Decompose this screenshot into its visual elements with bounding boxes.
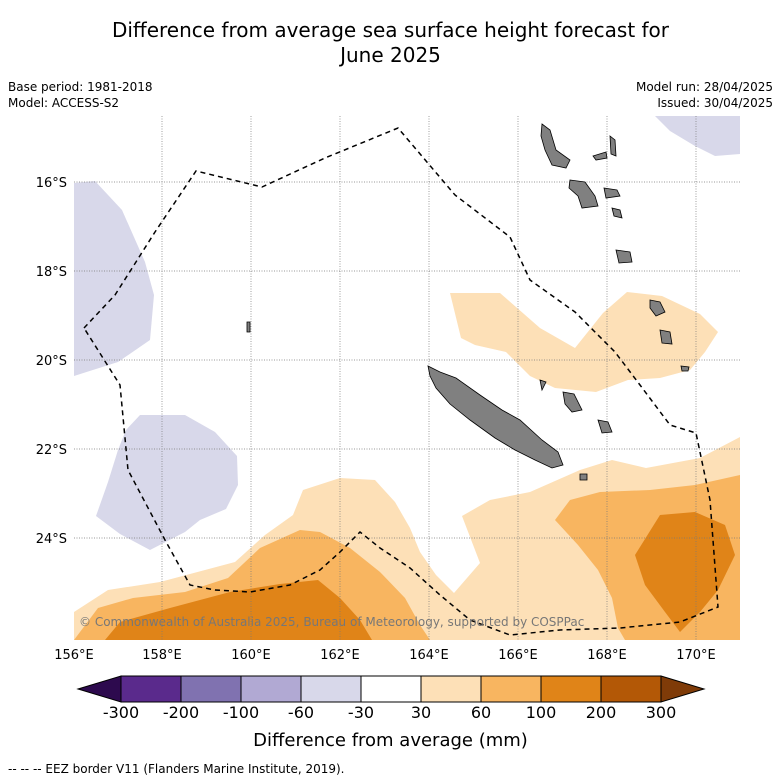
lon-label-166: 166°E — [498, 648, 538, 663]
grid — [74, 116, 740, 640]
land-islet-5 — [246, 321, 251, 333]
footer-note: -- -- -- EEZ border V11 (Flanders Marine… — [8, 762, 345, 776]
cbar-tick--30: -30 — [347, 703, 375, 722]
land-vanuatu-7 — [615, 249, 633, 264]
copyright-text: © Commonwealth of Australia 2025, Bureau… — [79, 615, 584, 629]
lat-label-16: 16°S — [36, 176, 67, 191]
colorbar-seg-1 — [120, 675, 182, 703]
land-loyalty-1 — [562, 391, 583, 413]
colorbar-seg-9 — [600, 675, 662, 703]
land-vanuatu-4 — [568, 179, 599, 209]
lon-label-164: 164°E — [409, 648, 449, 663]
land-vanuatu-6 — [611, 207, 623, 219]
meta-left: Base period: 1981-2018 Model: ACCESS-S2 — [8, 79, 153, 111]
map-area: © Commonwealth of Australia 2025, Bureau… — [74, 116, 740, 640]
colorbar-seg-7 — [480, 675, 542, 703]
lon-label-162: 162°E — [320, 648, 360, 663]
land-islet-2 — [659, 329, 673, 345]
lon-label-158: 158°E — [142, 648, 182, 663]
model-run: Model run: 28/04/2025 — [635, 80, 773, 94]
lat-label-18: 18°S — [36, 265, 67, 280]
cbar-tick--60: -60 — [287, 703, 315, 722]
cbar-tick--300: -300 — [102, 703, 140, 722]
cbar-tick-30: 30 — [410, 703, 432, 722]
colorbar-seg-5 — [360, 675, 422, 703]
colorbar-seg-6 — [420, 675, 482, 703]
title-line-1: Difference from average sea surface heig… — [111, 18, 670, 42]
land-vanuatu-1 — [540, 123, 571, 169]
land-vanuatu-3 — [609, 135, 617, 157]
lat-label-22: 22°S — [36, 443, 67, 458]
cbar-tick-100: 100 — [525, 703, 557, 722]
eez-border — [83, 127, 719, 636]
land-islet-3 — [680, 365, 690, 372]
lon-axis-labels: 156°E 158°E 160°E 162°E 164°E 166°E 168°… — [54, 648, 716, 663]
cbar-tick--200: -200 — [162, 703, 200, 722]
cbar-tick--100: -100 — [222, 703, 260, 722]
anomaly-neg-northeast — [655, 116, 740, 156]
cbar-tick-60: 60 — [470, 703, 492, 722]
colorbar-seg-3 — [240, 675, 302, 703]
model-name: Model: ACCESS-S2 — [8, 96, 120, 110]
meta-right: Model run: 28/04/2025 Issued: 30/04/2025 — [636, 79, 773, 111]
lon-label-156: 156°E — [54, 648, 94, 663]
land-vanuatu-5 — [603, 187, 621, 199]
colorbar-seg-2 — [180, 675, 242, 703]
anomaly-pos-100-200-west — [105, 580, 372, 640]
cbar-tick-300: 300 — [645, 703, 677, 722]
issued-date: Issued: 30/04/2025 — [657, 96, 773, 110]
land — [246, 123, 690, 481]
lat-label-20: 20°S — [36, 354, 67, 369]
land-vanuatu-2 — [592, 151, 608, 161]
colorbar-extend-high — [660, 675, 706, 703]
colorbar — [76, 675, 706, 703]
chart-title: Difference from average sea surface heig… — [0, 18, 781, 68]
anomaly-neg-southwest — [96, 415, 238, 550]
anomaly-neg-west — [74, 181, 154, 376]
colorbar-extend-low — [76, 675, 122, 703]
anomaly-pos-100-200-east — [635, 512, 735, 632]
land-islet-1 — [649, 299, 666, 317]
colorbar-seg-8 — [540, 675, 602, 703]
land-new-caledonia — [427, 365, 564, 469]
colorbar-title: Difference from average (mm) — [253, 730, 528, 751]
title-line-2: June 2025 — [340, 43, 441, 67]
lat-axis-labels: 16°S 18°S 20°S 22°S 24°S — [36, 176, 67, 547]
lat-label-24: 24°S — [36, 532, 67, 547]
land-islet-4 — [579, 473, 588, 481]
land-loyalty-3 — [539, 379, 547, 392]
lon-label-170: 170°E — [676, 648, 716, 663]
anomaly-pos-north — [450, 292, 718, 392]
base-period: Base period: 1981-2018 — [8, 80, 153, 94]
land-loyalty-2 — [597, 419, 613, 434]
lon-label-168: 168°E — [587, 648, 627, 663]
lon-label-160: 160°E — [231, 648, 271, 663]
colorbar-seg-4 — [300, 675, 362, 703]
cbar-tick-200: 200 — [585, 703, 617, 722]
